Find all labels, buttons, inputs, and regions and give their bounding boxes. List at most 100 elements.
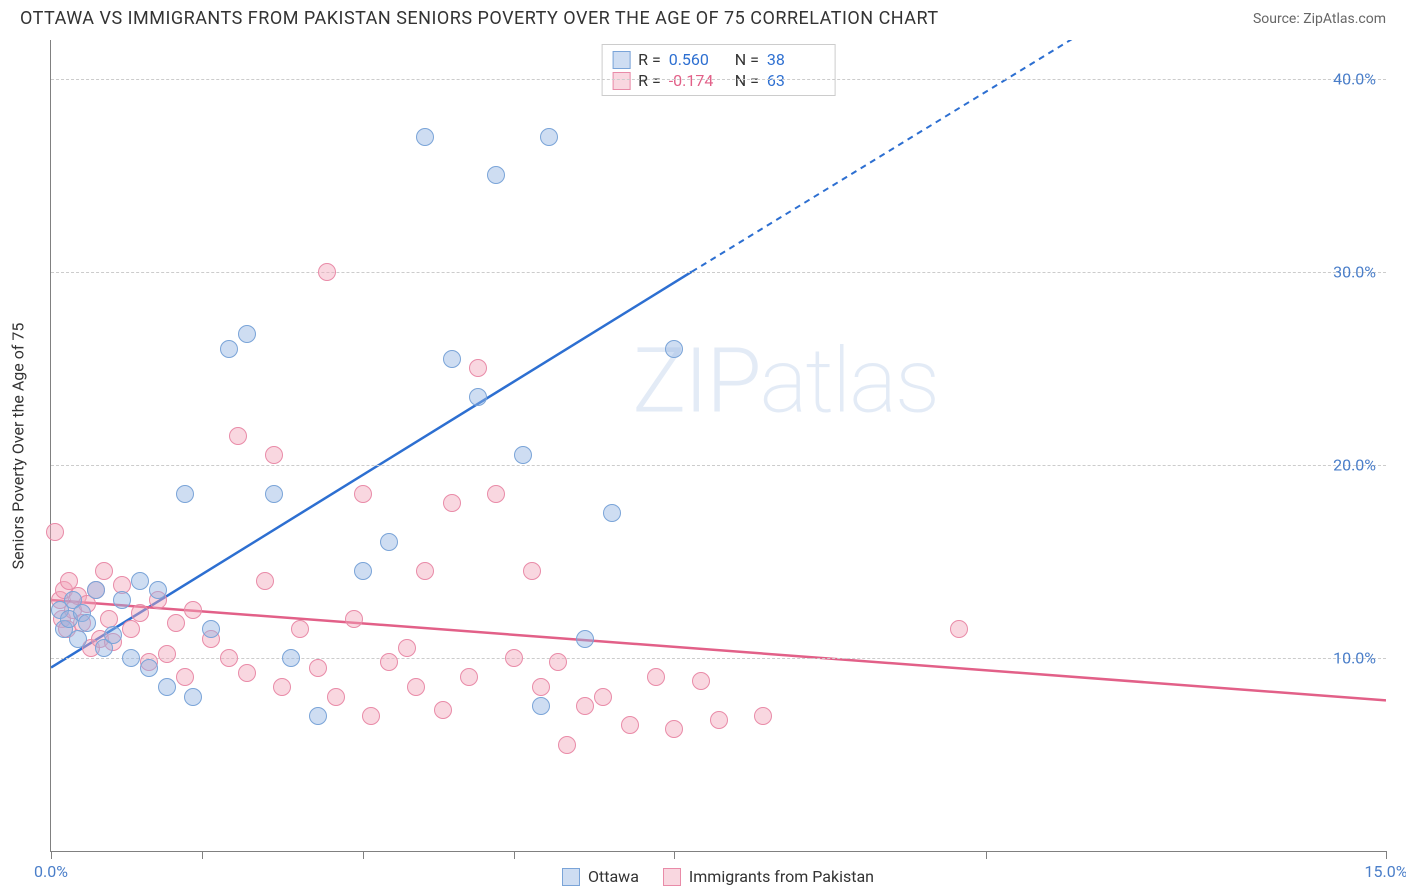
data-point (46, 523, 64, 541)
legend-item: Immigrants from Pakistan (663, 867, 874, 886)
stat-r-label: R = (638, 50, 661, 69)
plot-area: ZIPatlas R =0.560N =38R =-0.174N =63 10.… (50, 40, 1386, 852)
data-point (184, 601, 202, 619)
data-point (202, 620, 220, 638)
ytick-label: 20.0% (1333, 455, 1376, 474)
data-point (443, 494, 461, 512)
chart-container: Seniors Poverty Over the Age of 75 ZIPat… (50, 40, 1386, 852)
data-point (113, 591, 131, 609)
data-point (238, 325, 256, 343)
data-point (122, 649, 140, 667)
data-point (345, 610, 363, 628)
xtick (514, 851, 515, 859)
xtick (51, 851, 52, 859)
stats-row: R =-0.174N =63 (612, 70, 825, 91)
data-point (621, 716, 639, 734)
stat-n-label: N = (735, 50, 759, 69)
data-point (309, 707, 327, 725)
data-point (576, 697, 594, 715)
stat-r-value: 0.560 (669, 50, 727, 69)
ytick-label: 10.0% (1333, 648, 1376, 667)
data-point (265, 485, 283, 503)
data-point (523, 562, 541, 580)
data-point (540, 128, 558, 146)
data-point (487, 485, 505, 503)
data-point (282, 649, 300, 667)
data-point (229, 427, 247, 445)
data-point (158, 645, 176, 663)
data-point (158, 678, 176, 696)
data-point (647, 668, 665, 686)
data-point (469, 359, 487, 377)
xtick (363, 851, 364, 859)
chart-header: OTTAWA VS IMMIGRANTS FROM PAKISTAN SENIO… (0, 0, 1406, 35)
data-point (665, 720, 683, 738)
chart-title: OTTAWA VS IMMIGRANTS FROM PAKISTAN SENIO… (20, 8, 939, 29)
data-point (167, 614, 185, 632)
data-point (532, 697, 550, 715)
data-point (460, 668, 478, 686)
data-point (327, 688, 345, 706)
data-point (398, 639, 416, 657)
data-point (549, 653, 567, 671)
stat-n-value: 38 (767, 50, 825, 69)
data-point (469, 388, 487, 406)
chart-source: Source: ZipAtlas.com (1253, 11, 1386, 27)
gridline (51, 465, 1386, 466)
data-point (950, 620, 968, 638)
legend-swatch (562, 868, 580, 886)
data-point (220, 649, 238, 667)
legend-item: Ottawa (562, 867, 639, 886)
data-point (603, 504, 621, 522)
data-point (184, 688, 202, 706)
data-point (487, 166, 505, 184)
data-point (354, 485, 372, 503)
data-point (149, 581, 167, 599)
data-point (256, 572, 274, 590)
data-point (318, 263, 336, 281)
data-point (576, 630, 594, 648)
data-point (220, 340, 238, 358)
stat-r-label: R = (638, 71, 661, 90)
data-point (176, 668, 194, 686)
trend-lines (51, 40, 1386, 851)
xtick (674, 851, 675, 859)
data-point (273, 678, 291, 696)
data-point (665, 340, 683, 358)
stats-row: R = 0.560 N = 38 (612, 49, 825, 70)
data-point (291, 620, 309, 638)
data-point (122, 620, 140, 638)
yaxis-title: Seniors Poverty Over the Age of 75 (9, 323, 28, 570)
data-point (78, 614, 96, 632)
legend-swatch (663, 868, 681, 886)
xtick (986, 851, 987, 859)
stat-n-value: 63 (767, 71, 825, 90)
xtick (202, 851, 203, 859)
data-point (416, 562, 434, 580)
data-point (505, 649, 523, 667)
stat-r-value: -0.174 (669, 71, 727, 90)
data-point (710, 711, 728, 729)
data-point (140, 659, 158, 677)
data-point (95, 562, 113, 580)
ytick-label: 40.0% (1333, 69, 1376, 88)
data-point (265, 446, 283, 464)
data-point (176, 485, 194, 503)
data-point (131, 572, 149, 590)
legend-label: Ottawa (588, 867, 639, 886)
data-point (532, 678, 550, 696)
data-point (434, 701, 452, 719)
data-point (594, 688, 612, 706)
legend: Ottawa Immigrants from Pakistan (562, 867, 874, 886)
data-point (416, 128, 434, 146)
data-point (87, 581, 105, 599)
data-point (514, 446, 532, 464)
data-point (69, 630, 87, 648)
data-point (354, 562, 372, 580)
data-point (558, 736, 576, 754)
ytick-label: 30.0% (1333, 262, 1376, 281)
xtick-label: 15.0% (1365, 862, 1406, 881)
data-point (380, 653, 398, 671)
data-point (380, 533, 398, 551)
watermark-bold: ZIP (632, 328, 759, 433)
